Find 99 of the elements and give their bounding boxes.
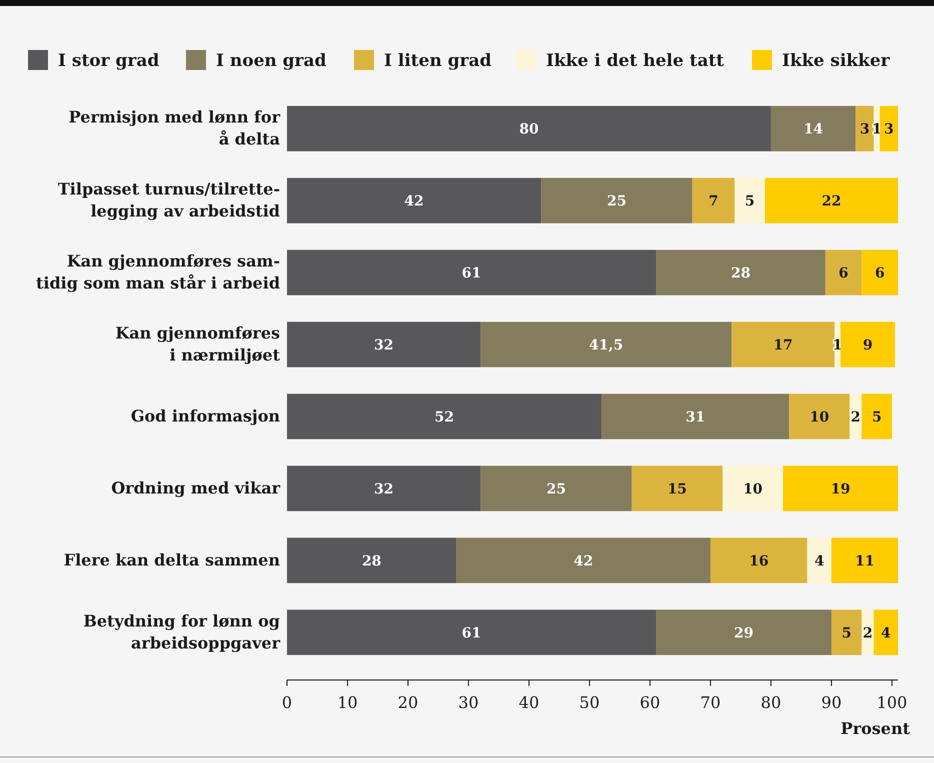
bar [722, 466, 784, 512]
x-tick-label: 50 [579, 693, 600, 712]
bar [287, 106, 771, 152]
data-label: 29 [734, 625, 754, 642]
data-label: 2 [850, 409, 861, 426]
bar [831, 538, 898, 584]
bar [656, 610, 832, 656]
data-label: 61 [462, 266, 482, 282]
bar [862, 394, 892, 440]
bar [874, 610, 898, 656]
y-tick-label: Kan gjennomføres sam- tidig som man står i arbeid [36, 252, 280, 293]
x-axis-title: Prosent [840, 719, 911, 738]
data-label: 14 [804, 122, 824, 138]
data-label: 19 [830, 481, 850, 498]
bar [456, 538, 710, 584]
x-tick-label: 40 [518, 693, 540, 712]
y-tick-label: God informasjon [130, 406, 280, 426]
data-label: 31 [686, 409, 706, 426]
data-label: 10 [743, 481, 763, 498]
data-label: 2 [862, 625, 873, 642]
x-tick-label: 80 [760, 693, 782, 712]
bar [764, 178, 898, 224]
bar [856, 106, 874, 152]
y-tick-label: Flere kan delta sammen [64, 550, 280, 570]
data-label: 52 [434, 409, 454, 426]
bar [831, 610, 862, 656]
data-label: 1 [872, 122, 882, 138]
x-tick-label: 30 [458, 693, 479, 712]
data-label: 11 [854, 553, 874, 570]
data-label: 4 [814, 553, 824, 570]
y-tick-label: Tilpasset turnus/tilrette- legging av arbeidstid [58, 180, 280, 221]
bar [807, 538, 832, 584]
bar [880, 106, 898, 152]
legend-label: I noen grad [216, 51, 327, 71]
data-label: 4 [881, 625, 892, 642]
bar [632, 466, 723, 512]
bar [287, 394, 602, 440]
data-label: 7 [708, 194, 718, 210]
bar [541, 178, 692, 224]
bar [656, 250, 826, 296]
bar [734, 178, 765, 224]
legend-label: I stor grad [58, 51, 160, 71]
y-tick-label: Permisjon med lønn for å delta [68, 108, 281, 149]
bar [710, 538, 808, 584]
data-label: 28 [730, 266, 750, 282]
y-tick-label: Kan gjennomføres i nærmiljøet [115, 324, 281, 365]
bar [692, 178, 735, 224]
data-label: 16 [749, 553, 769, 570]
bar [840, 322, 895, 368]
data-label: 3 [860, 122, 870, 138]
x-tick-label: 60 [640, 693, 660, 712]
bar [287, 322, 481, 368]
data-label: 17 [773, 338, 793, 354]
data-label: 10 [810, 409, 830, 426]
data-label: 5 [872, 409, 882, 426]
bar [480, 322, 732, 368]
bar [770, 106, 856, 152]
y-tick-label: Ordning med vikar [111, 478, 281, 498]
bar [287, 250, 656, 296]
x-tick-label: 100 [876, 693, 908, 712]
data-label: 6 [838, 266, 848, 282]
bar [862, 250, 898, 296]
data-label: 22 [822, 194, 842, 210]
data-label: 61 [462, 625, 482, 642]
data-label: 25 [606, 194, 626, 210]
bar [287, 466, 481, 512]
data-label: 5 [842, 625, 852, 642]
legend-label: Ikke sikker [782, 51, 891, 71]
data-label: 42 [574, 553, 594, 570]
data-label: 32 [374, 338, 394, 354]
data-label: 42 [404, 194, 424, 210]
data-label: 9 [862, 338, 873, 354]
bar [480, 466, 632, 512]
bar [825, 250, 862, 296]
x-tick-label: 20 [398, 693, 418, 712]
bar [287, 178, 542, 224]
x-tick-label: 90 [821, 693, 842, 712]
bar [732, 322, 834, 368]
data-label: 6 [874, 266, 885, 282]
data-label: 80 [519, 122, 539, 138]
data-label: 28 [362, 553, 382, 570]
data-label: 41,5 [589, 338, 624, 354]
bar [602, 394, 790, 440]
legend-label: Ikke i det hele tatt [546, 51, 724, 71]
legend-label: I liten grad [384, 51, 492, 71]
data-label: 15 [667, 481, 687, 498]
bar [862, 610, 874, 656]
data-label: 5 [744, 194, 755, 210]
data-label: 32 [374, 481, 394, 498]
data-label: 3 [884, 122, 894, 138]
x-tick-label: 10 [337, 693, 358, 712]
y-tick-label: Betydning for lønn og arbeidsoppgaver [83, 611, 281, 652]
x-tick-label: 70 [700, 693, 721, 712]
x-tick-label: 0 [282, 693, 292, 712]
data-label: 25 [546, 481, 566, 498]
bar [783, 466, 898, 512]
bar [287, 538, 456, 584]
bar [789, 394, 850, 440]
bar [287, 610, 656, 656]
